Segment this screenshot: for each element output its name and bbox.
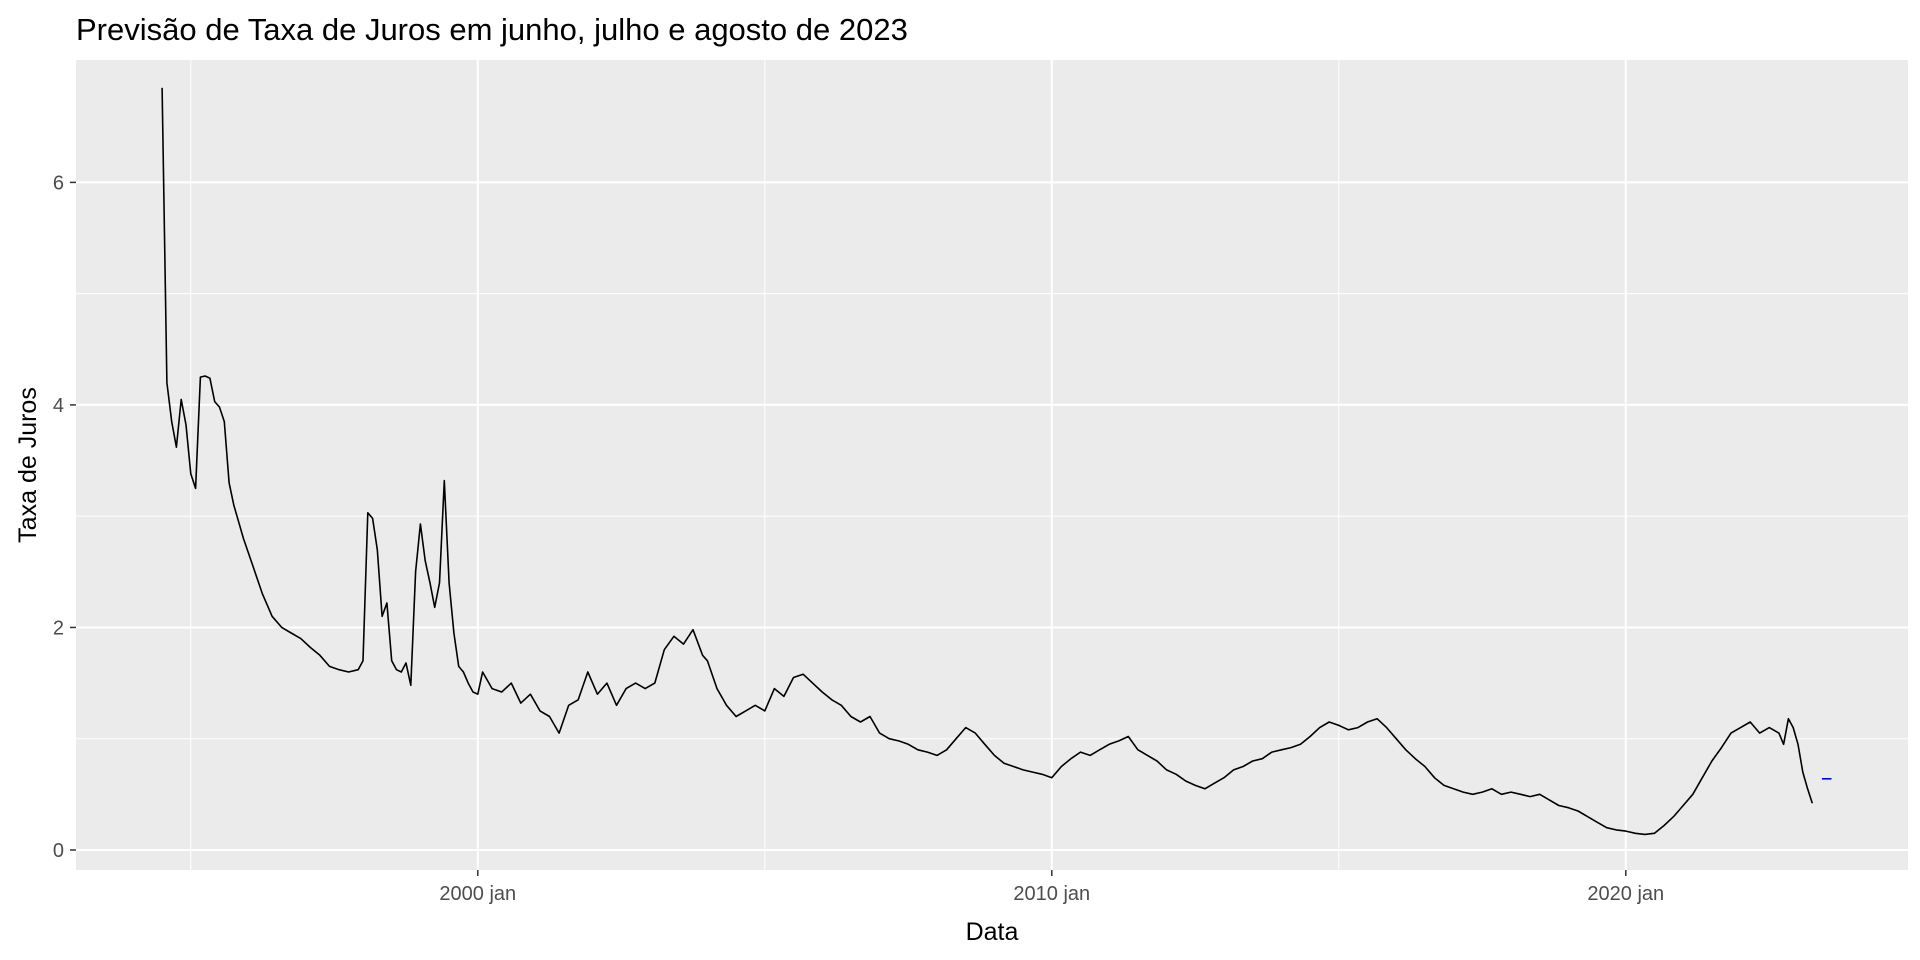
y-tick-label: 6 [53, 172, 64, 194]
series-line-0 [161, 87, 1814, 836]
grid-minor [76, 60, 1908, 870]
y-tick-label: 0 [53, 840, 64, 862]
y-tick-label: 4 [53, 395, 64, 417]
x-axis-title: Data [966, 918, 1019, 946]
grid-major [76, 60, 1908, 870]
axis-layer: 2000 jan 2010 jan 2020 jan 0 2 4 6 [53, 172, 1664, 905]
x-tick-label: 2010 jan [1013, 883, 1090, 905]
plot-background [76, 60, 1908, 870]
y-axis-title: Taxa de Juros [14, 387, 42, 543]
x-tick-label: 2000 jan [439, 883, 516, 905]
series-layer [161, 87, 1832, 836]
x-tick-label: 2020 jan [1587, 883, 1664, 905]
chart-title: Previsão de Taxa de Juros em junho, julh… [76, 12, 908, 47]
y-tick-label: 2 [53, 617, 64, 639]
